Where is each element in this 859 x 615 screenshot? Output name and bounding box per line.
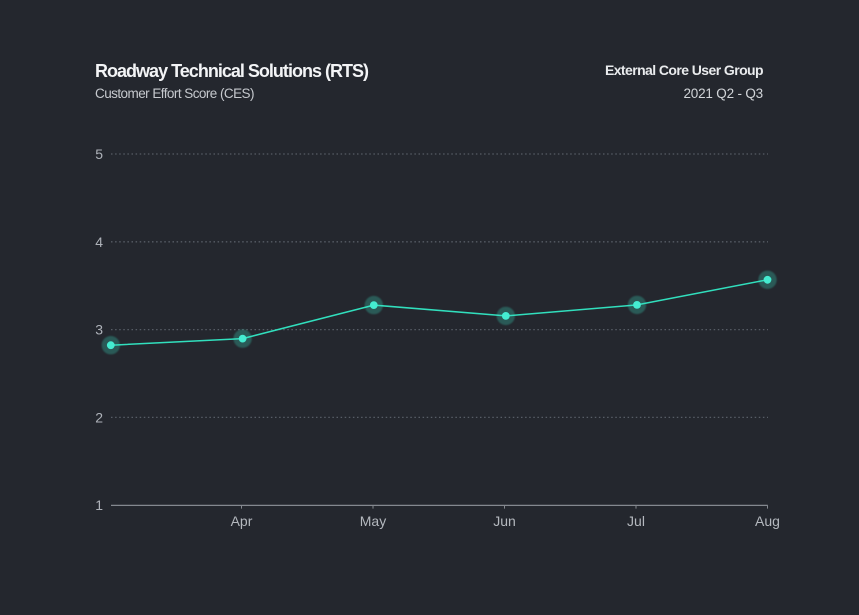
svg-text:5: 5 xyxy=(95,146,103,162)
svg-text:3: 3 xyxy=(95,322,103,338)
svg-text:Apr: Apr xyxy=(231,513,253,529)
svg-text:Jun: Jun xyxy=(493,513,516,529)
svg-text:2: 2 xyxy=(95,409,103,425)
svg-text:4: 4 xyxy=(95,234,103,250)
svg-text:May: May xyxy=(360,513,386,529)
svg-text:Jul: Jul xyxy=(627,513,645,529)
svg-text:1: 1 xyxy=(95,497,103,513)
svg-text:Aug: Aug xyxy=(755,513,780,529)
